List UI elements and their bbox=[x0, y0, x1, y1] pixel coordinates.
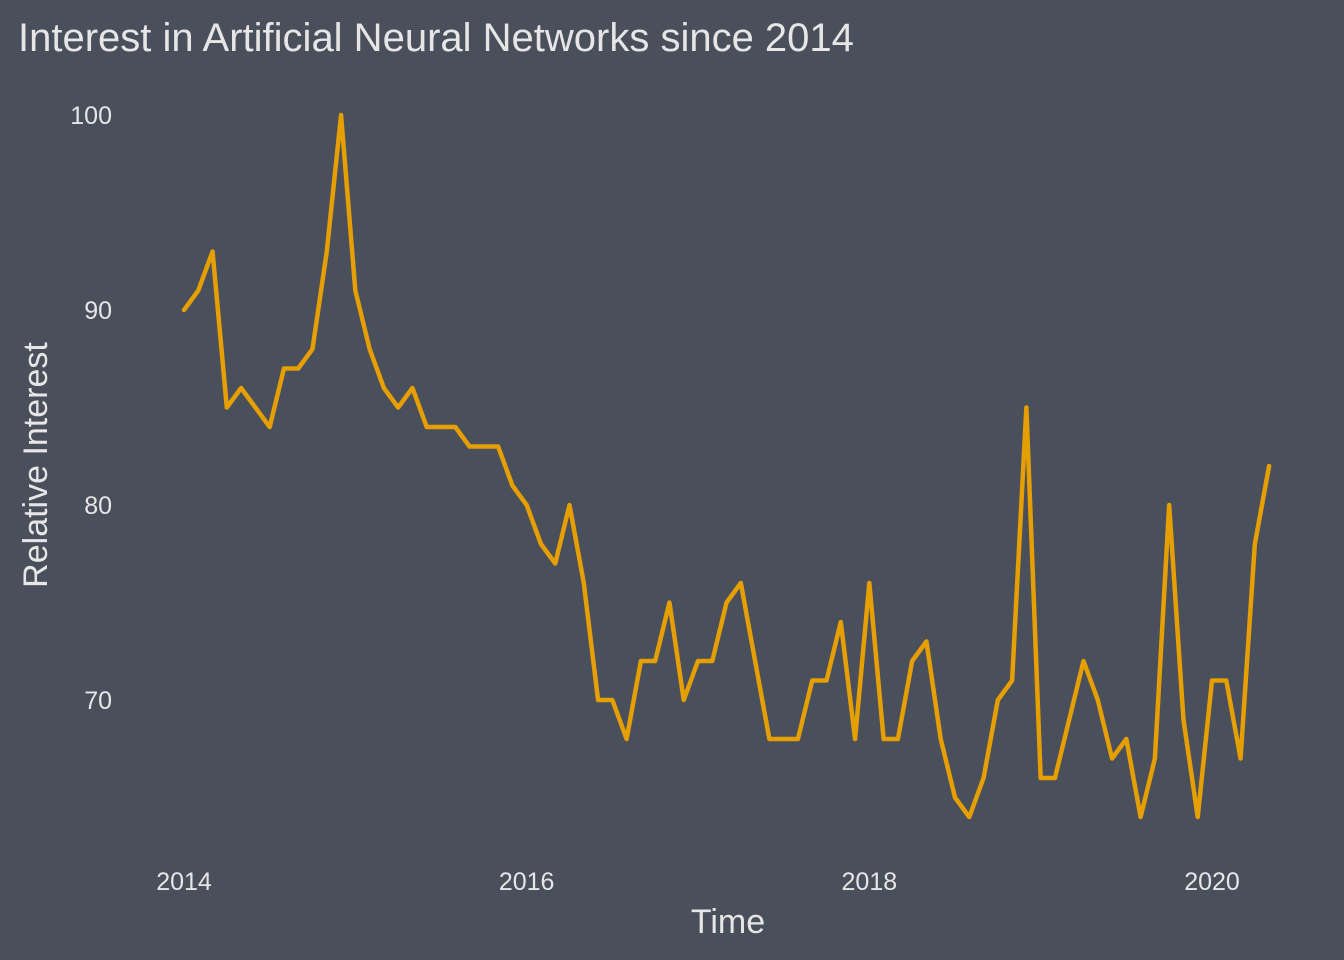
x-tick-label: 2020 bbox=[1184, 868, 1240, 896]
x-tick-label: 2014 bbox=[156, 868, 212, 896]
y-tick-label: 90 bbox=[84, 297, 112, 325]
series-line bbox=[181, 112, 1272, 820]
y-tick-label: 100 bbox=[70, 102, 112, 130]
chart-title: Interest in Artificial Neural Networks s… bbox=[18, 16, 854, 60]
x-axis-title: Time bbox=[691, 903, 765, 941]
x-tick-label: 2016 bbox=[499, 868, 555, 896]
y-axis-ticks: 70 80 90 100 bbox=[70, 102, 112, 715]
x-tick-label: 2018 bbox=[842, 868, 898, 896]
x-axis-ticks: 2014 2016 2018 2020 bbox=[156, 868, 1240, 896]
y-tick-label: 80 bbox=[84, 492, 112, 520]
y-axis-title: Relative Interest bbox=[17, 342, 55, 588]
y-tick-label: 70 bbox=[84, 687, 112, 715]
